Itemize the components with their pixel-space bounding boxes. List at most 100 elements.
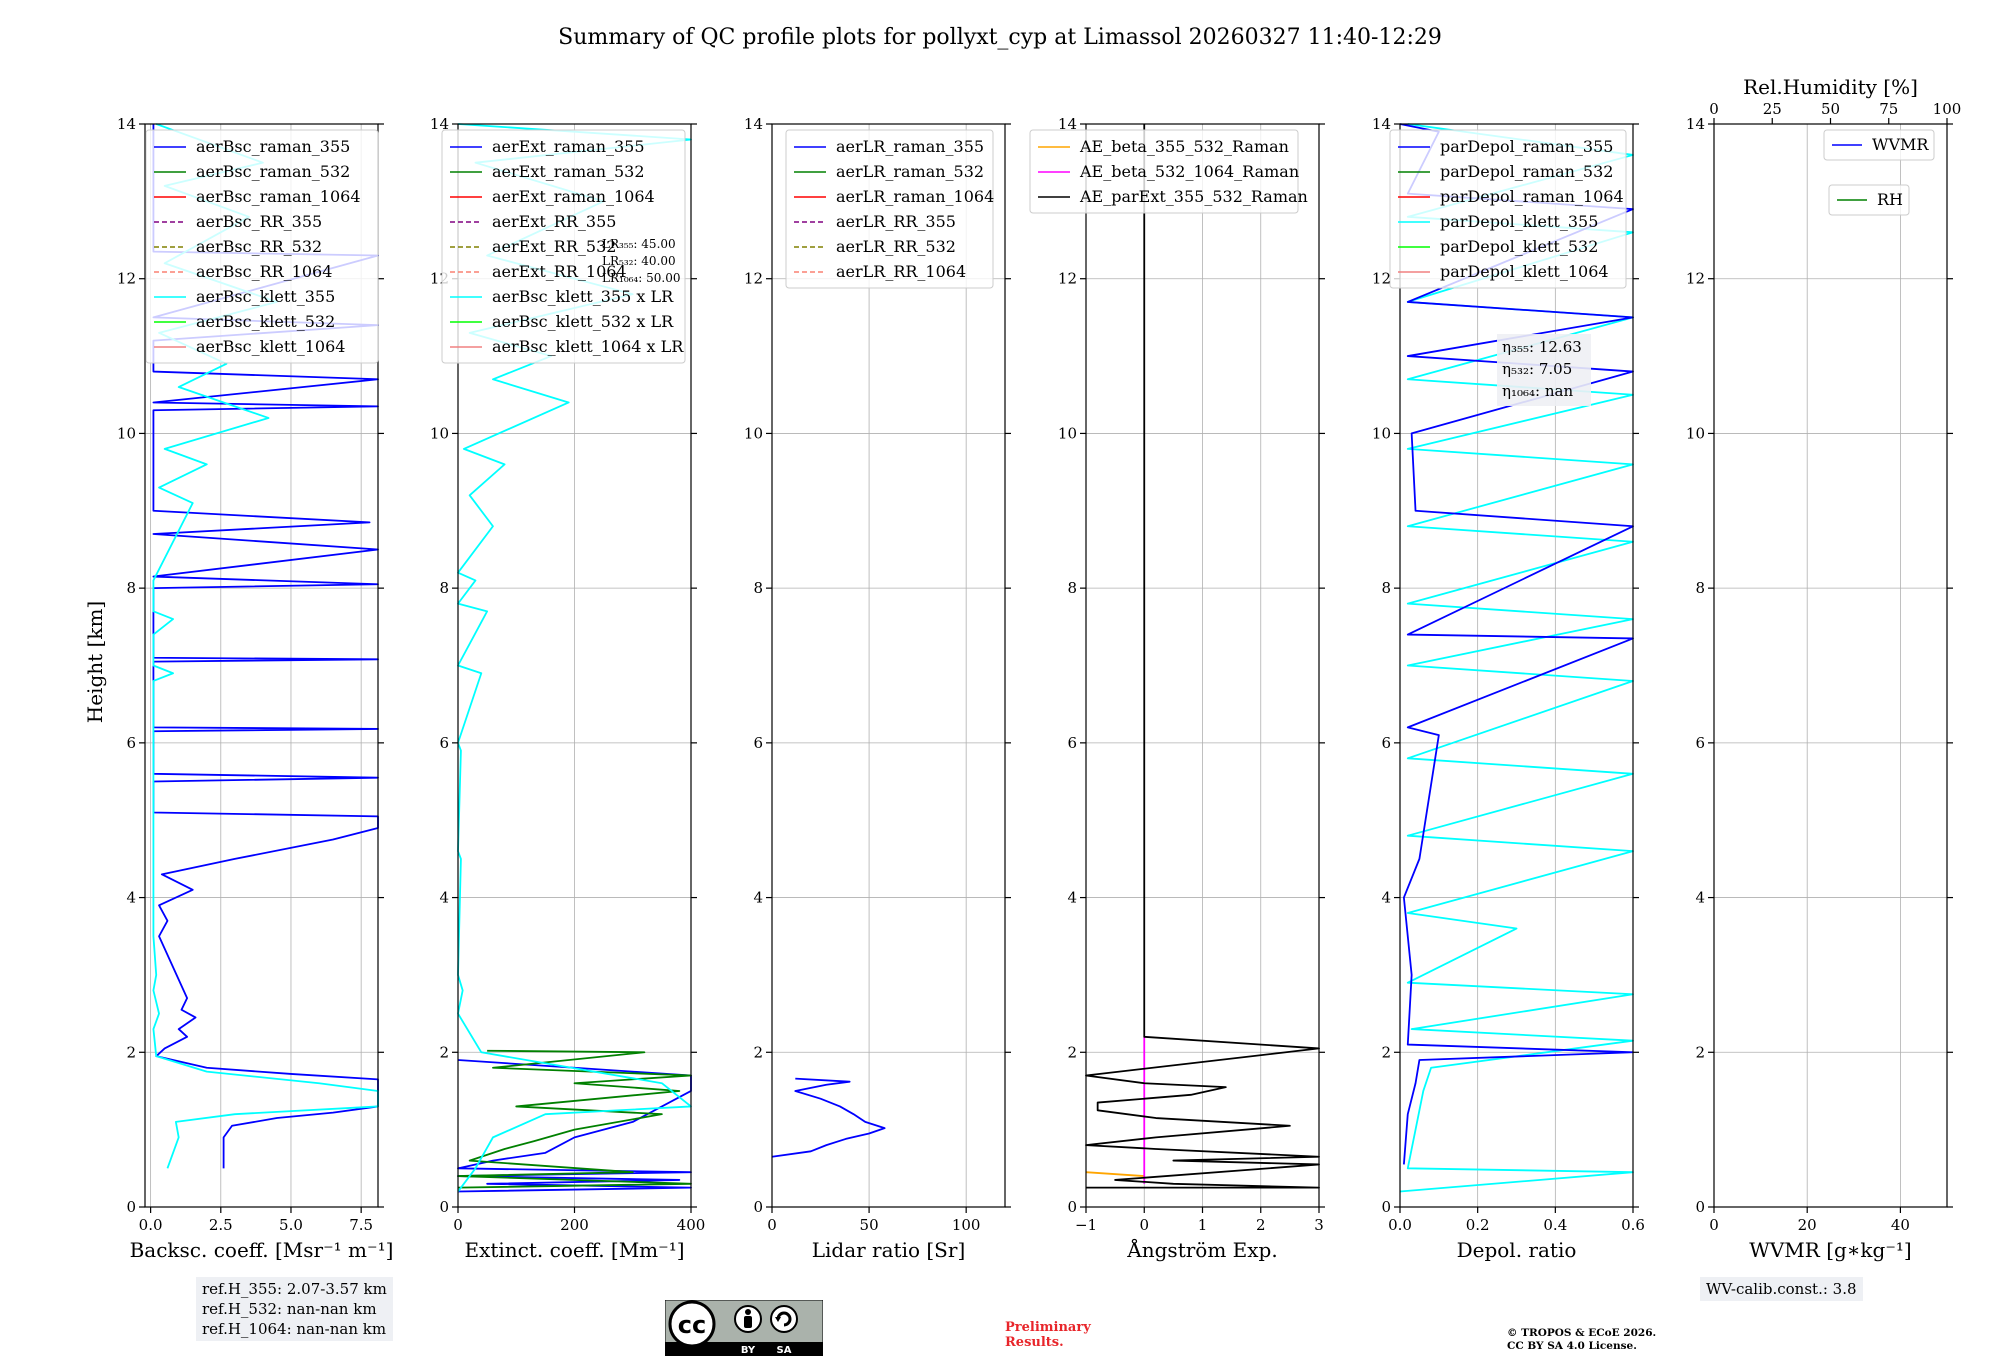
ytick-label: 10 <box>430 424 449 442</box>
figure-title: Summary of QC profile plots for pollyxt_… <box>558 25 1442 50</box>
xtick-label: 2.5 <box>209 1216 233 1234</box>
ytick-label: 8 <box>439 579 449 597</box>
ytick-label: 0 <box>1695 1198 1705 1216</box>
legend-label: WVMR <box>1872 135 1929 154</box>
legend-label: parDepol_klett_355 <box>1440 212 1598 231</box>
legend-label: aerBsc_klett_355 x LR <box>492 287 674 306</box>
legend-ae: AE_beta_355_532_Raman AE_beta_532_1064_Ra… <box>1029 129 1308 214</box>
x-axis-label-bsc: Backsc. coeff. [Msr⁻¹ m⁻¹] <box>130 1238 394 1262</box>
xtick-label: 0 <box>1709 1216 1719 1234</box>
eta-note: η₃₅₅: 12.63 <box>1502 338 1582 356</box>
legend-label: aerExt_raman_1064 <box>492 187 655 206</box>
legend-label: AE_beta_355_532_Raman <box>1079 137 1289 156</box>
xtick-label: 5.0 <box>279 1216 303 1234</box>
legend-label: aerBsc_raman_532 <box>196 162 350 181</box>
axes-frame-bsc <box>144 123 379 1208</box>
legend-bsc: aerBsc_raman_355 aerBsc_raman_532 aerBsc_r… <box>145 129 379 364</box>
ytick-label: 14 <box>1372 115 1391 133</box>
series-aerLR_raman_355 <box>771 1077 886 1158</box>
xtick-label: 40 <box>1891 1216 1910 1234</box>
ytick-label: 14 <box>1686 115 1705 133</box>
xtick-label: 200 <box>560 1216 589 1234</box>
ytick-label: 2 <box>1695 1043 1705 1061</box>
legend-label: aerExt_raman_355 <box>492 137 645 156</box>
prelim-line-1: Preliminary <box>1005 1320 1091 1335</box>
ytick-label: 4 <box>126 889 136 907</box>
legend-label: aerBsc_klett_1064 x LR <box>492 337 684 356</box>
lr-note: LR₅₃₂: 40.00 <box>602 254 676 268</box>
ref-height-355: ref.H_355: 2.07-3.57 km <box>202 1280 387 1298</box>
ytick-label: 12 <box>1686 270 1705 288</box>
ytick-label: 8 <box>126 579 136 597</box>
ytick-label: 10 <box>1372 424 1391 442</box>
panel-bsc: 0 2 4 6 8 10 12 14 0.0 2.5 5.0 7.5 Backsc. coeff. [M… <box>117 115 393 1262</box>
xtick-label: 0.4 <box>1543 1216 1567 1234</box>
legend-label: aerExt_RR_532 <box>492 237 616 256</box>
ytick-label: 8 <box>1695 579 1705 597</box>
ytick-label: 2 <box>753 1043 763 1061</box>
axes-frame-wv <box>1713 123 1948 1208</box>
legend-label: aerBsc_RR_355 <box>196 212 322 231</box>
ytick-label: 2 <box>126 1043 136 1061</box>
xtick-label: 1 <box>1198 1216 1208 1234</box>
ytick-label: 14 <box>1058 115 1077 133</box>
x-axis-label-wv: WVMR [g∗kg⁻¹] <box>1749 1238 1911 1262</box>
xtick-label: 0.6 <box>1621 1216 1645 1234</box>
xtick-label: −1 <box>1075 1216 1097 1234</box>
eta-note: η₁₀₆₄: nan <box>1502 382 1573 400</box>
xtick-label: 0.2 <box>1466 1216 1490 1234</box>
panel-lr: 0 2 4 6 8 10 12 14 0 50 100 Lidar ratio [Sr] aerLR_r… <box>744 115 1011 1262</box>
cc-by-sa-badge: cc BY SA <box>665 1300 823 1356</box>
xtick-label: 0 <box>453 1216 463 1234</box>
legend-label: aerLR_raman_1064 <box>836 187 994 206</box>
legend-label: aerLR_RR_532 <box>836 237 956 256</box>
legend-box <box>1389 129 1627 289</box>
ytick-label: 0 <box>439 1198 449 1216</box>
ytick-label: 12 <box>1372 270 1391 288</box>
ytick-label: 12 <box>117 270 136 288</box>
top-xtick-label: 25 <box>1763 100 1782 118</box>
legend-box <box>145 129 379 364</box>
ytick-label: 14 <box>117 115 136 133</box>
wv-calibration-box: WV-calib.const.: 3.8 <box>1700 1277 1863 1301</box>
x-axis-label-depol: Depol. ratio <box>1457 1238 1577 1262</box>
xtick-label: 0.0 <box>139 1216 163 1234</box>
reference-height-box: ref.H_355: 2.07-3.57 km ref.H_532: nan-n… <box>196 1277 393 1341</box>
copyright-note: © TROPOS & ECoE 2026. CC BY SA 4.0 Licen… <box>1507 1327 1656 1353</box>
legend-WVMR: WVMR <box>1823 129 1935 161</box>
xtick-label: 2 <box>1256 1216 1266 1234</box>
legend-label: aerBsc_klett_355 <box>196 287 335 306</box>
legend-label: aerBsc_klett_532 <box>196 312 335 331</box>
axes-frame-depol <box>1399 123 1634 1208</box>
ytick-label: 0 <box>1381 1198 1391 1216</box>
xtick-label: 50 <box>860 1216 879 1234</box>
legend-label: aerBsc_RR_532 <box>196 237 322 256</box>
prelim-line-2: Results. <box>1005 1335 1064 1350</box>
legend-label: aerBsc_raman_1064 <box>196 187 361 206</box>
legend-label: parDepol_raman_355 <box>1440 137 1613 156</box>
ytick-label: 14 <box>744 115 763 133</box>
ytick-label: 6 <box>439 734 449 752</box>
legend-label: aerLR_raman_532 <box>836 162 984 181</box>
legend-label: parDepol_klett_532 <box>1440 237 1598 256</box>
legend-box <box>785 129 994 289</box>
eta-box <box>1497 334 1591 406</box>
ytick-label: 8 <box>1381 579 1391 597</box>
ytick-label: 10 <box>1058 424 1077 442</box>
ref-height-1064: ref.H_1064: nan-nan km <box>202 1320 387 1338</box>
legend-label: aerLR_raman_355 <box>836 137 984 156</box>
legend-box <box>1828 184 1910 216</box>
top-xtick-label: 100 <box>1933 100 1962 118</box>
x-axis-label-ae: Ångström Exp. <box>1126 1237 1277 1262</box>
x-axis-label-ext: Extinct. coeff. [Mm⁻¹] <box>464 1238 684 1262</box>
legend-label: RH <box>1877 190 1903 209</box>
cc-mark: cc <box>678 1311 706 1339</box>
legend-label: aerBsc_RR_1064 <box>196 262 332 281</box>
legend-box <box>1823 129 1935 161</box>
ytick-label: 4 <box>1381 889 1391 907</box>
ytick-label: 4 <box>439 889 449 907</box>
